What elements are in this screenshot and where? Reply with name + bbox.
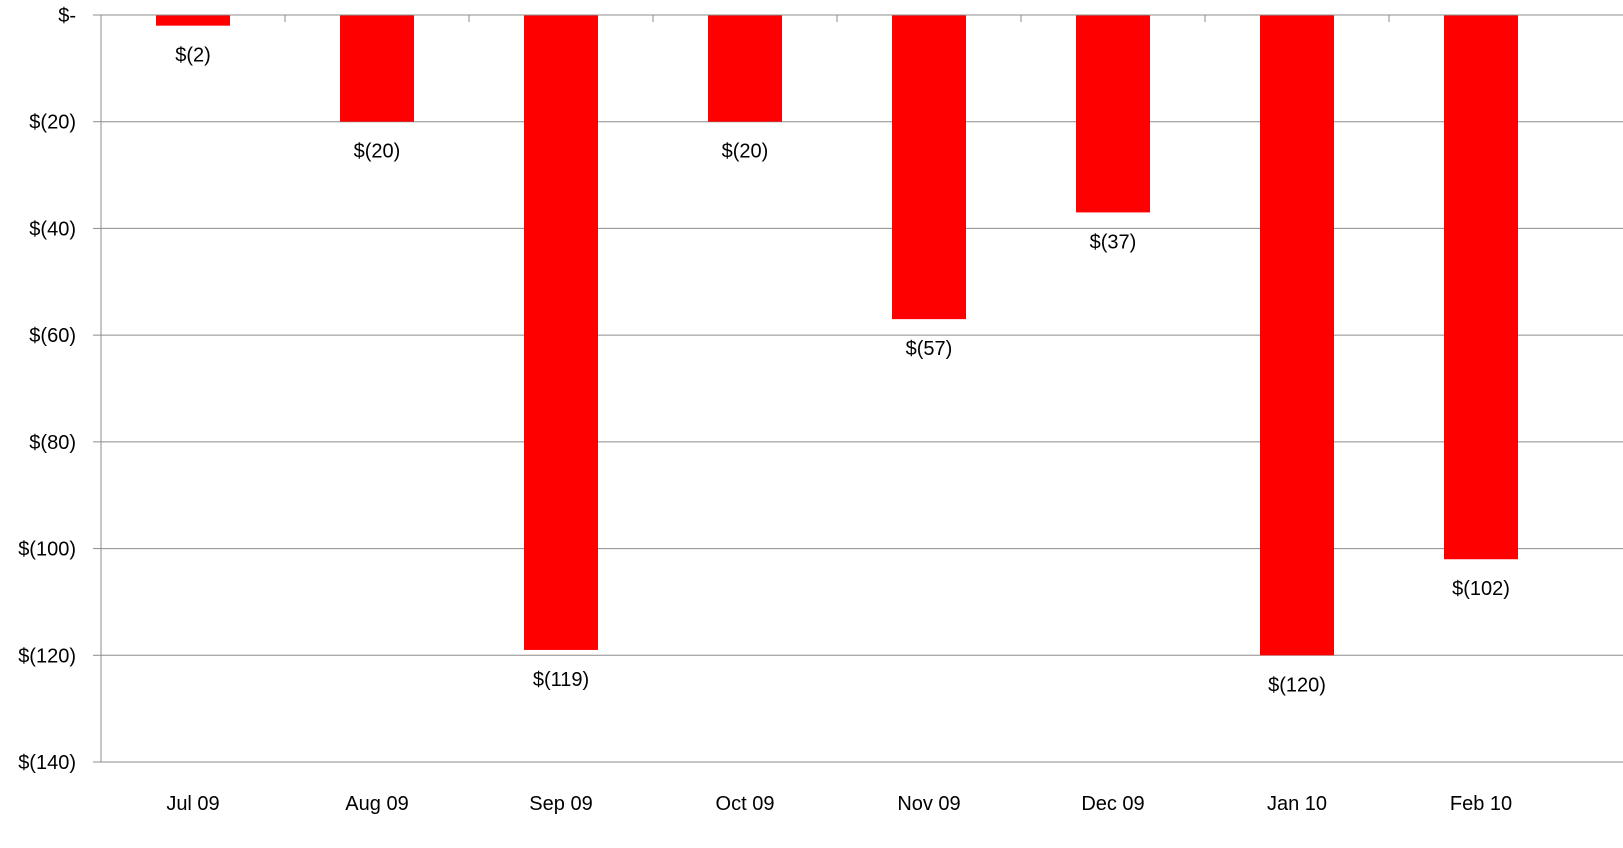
y-tick-label: $-: [58, 5, 76, 27]
labels: $- $(20) $(40) $(60) $(80) $(100) $(120) $(140)…: [18, 5, 1512, 815]
y-tick-label: $(60): [29, 325, 76, 347]
x-tick-label: Aug 09: [345, 793, 408, 815]
y-tick-label: $(120): [18, 645, 76, 667]
bars: [156, 15, 1518, 656]
x-tick-label: Jan 10: [1267, 793, 1327, 815]
x-tick-label: Dec 09: [1081, 793, 1144, 815]
bar: [708, 15, 782, 122]
data-label: $(20): [722, 141, 769, 163]
data-label: $(120): [1268, 674, 1326, 696]
data-label: $(2): [175, 45, 211, 67]
bar: [524, 15, 598, 650]
bar: [1076, 15, 1150, 213]
data-label: $(119): [533, 669, 589, 691]
bar: [340, 15, 414, 122]
x-tick-label: Feb 10: [1450, 793, 1512, 815]
data-label: $(20): [354, 141, 401, 163]
data-label: $(57): [906, 338, 953, 360]
y-tick-label: $(140): [18, 752, 76, 774]
x-tick-label: Oct 09: [716, 793, 775, 815]
x-tick-label: Nov 09: [897, 793, 960, 815]
y-tick-label: $(20): [29, 112, 76, 134]
bar: [892, 15, 966, 320]
bar: [1444, 15, 1518, 560]
x-tick-label: Jul 09: [166, 793, 219, 815]
axes: [93, 14, 1623, 763]
data-label: $(102): [1452, 578, 1510, 600]
data-label: $(37): [1090, 231, 1137, 253]
y-tick-label: $(40): [29, 218, 76, 240]
gridlines: [101, 121, 1623, 763]
y-tick-label: $(80): [29, 432, 76, 454]
x-tick-label: Sep 09: [529, 793, 592, 815]
y-tick-label: $(100): [18, 539, 76, 561]
bar: [1260, 15, 1334, 656]
bar: [156, 15, 230, 26]
